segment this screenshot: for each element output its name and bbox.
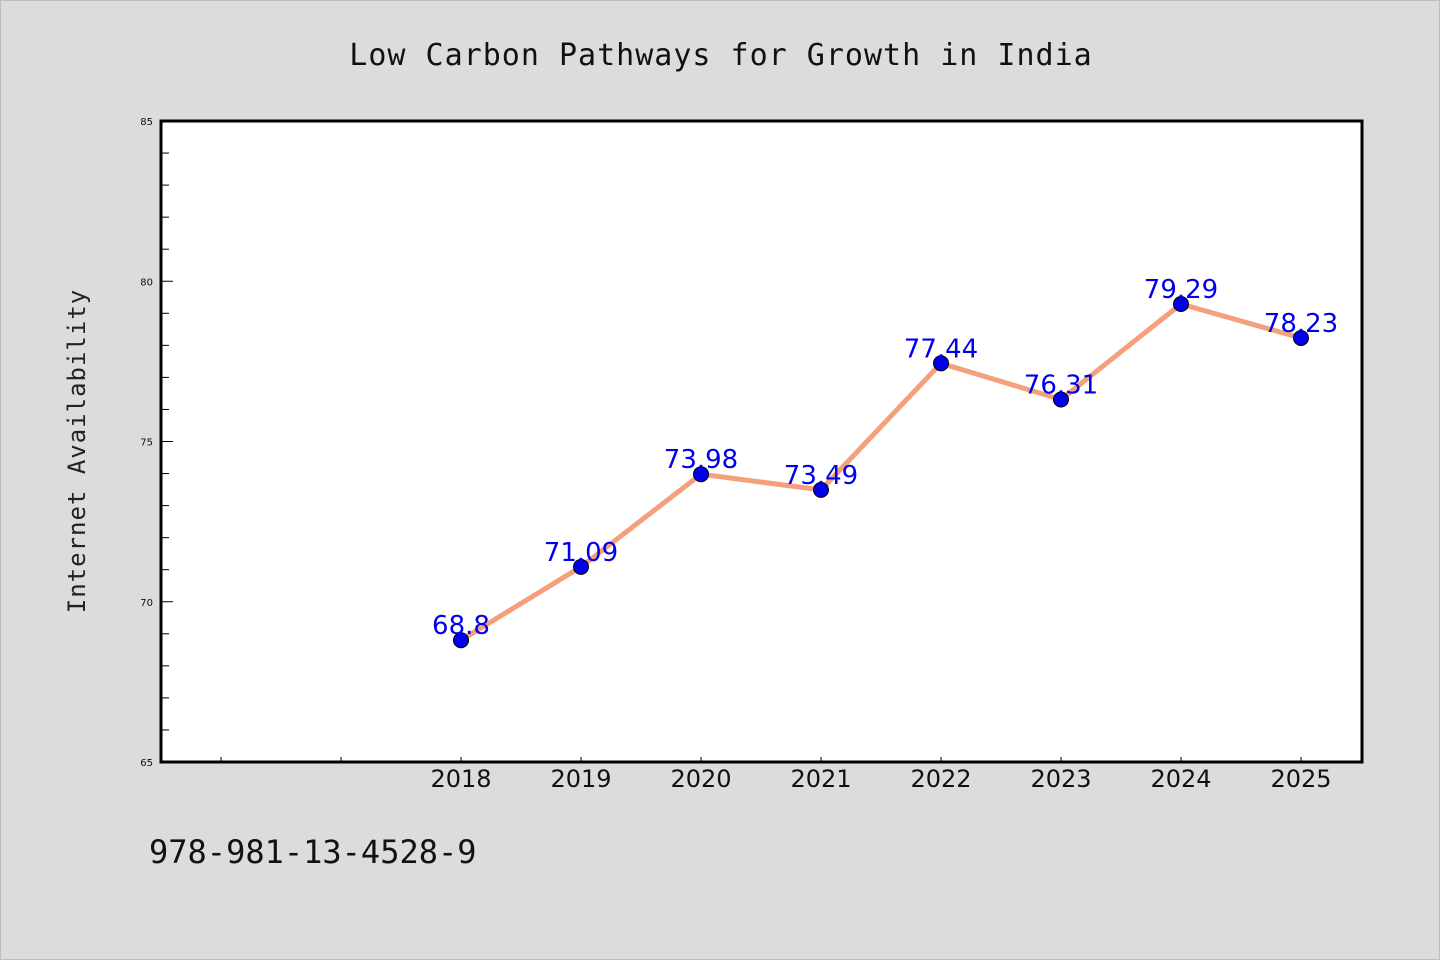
- x-tick-label: 2018: [430, 765, 491, 793]
- chart-title: Low Carbon Pathways for Growth in India: [349, 38, 1092, 73]
- y-tick-label: 85: [140, 117, 153, 128]
- data-label: 68.8: [432, 611, 490, 641]
- data-point: [1053, 391, 1069, 408]
- data-label: 79.29: [1144, 275, 1218, 305]
- data-point: [1173, 296, 1189, 313]
- plot-area: 65 70 75 80 85 2018 2019 2020 2021 2022 2023 2024 20…: [140, 117, 1364, 793]
- data-label: 73.49: [784, 461, 858, 491]
- data-point: [813, 481, 829, 498]
- y-tick-label: 70: [140, 598, 153, 609]
- x-tick-label: 2025: [1270, 765, 1331, 793]
- y-tick-label: 65: [140, 758, 153, 769]
- data-point: [453, 632, 469, 649]
- data-label: 77.44: [904, 334, 978, 364]
- footer-code: 978-981-13-4528-9: [149, 833, 477, 871]
- plot-frame: [159, 119, 1364, 764]
- plot-background: [161, 121, 1362, 762]
- data-label: 71.09: [544, 538, 618, 568]
- y-axis-label: Internet Availability: [63, 289, 91, 613]
- data-point: [573, 558, 589, 575]
- x-tick-label: 2020: [670, 765, 731, 793]
- x-tick-label: 2023: [1030, 765, 1091, 793]
- data-point: [693, 466, 709, 483]
- data-label: 78.23: [1264, 309, 1338, 339]
- data-label: 76.31: [1024, 371, 1098, 401]
- x-tick-label: 2021: [790, 765, 851, 793]
- series-line: [458, 301, 1304, 643]
- data-label: 73.98: [664, 445, 738, 475]
- x-tick-label: 2024: [1150, 765, 1211, 793]
- y-tick-label: 80: [140, 277, 153, 288]
- y-tick-label: 75: [140, 438, 153, 449]
- x-tick-label: 2022: [910, 765, 971, 793]
- data-point: [1293, 329, 1309, 346]
- x-tick-label: 2019: [550, 765, 611, 793]
- data-point: [933, 355, 949, 372]
